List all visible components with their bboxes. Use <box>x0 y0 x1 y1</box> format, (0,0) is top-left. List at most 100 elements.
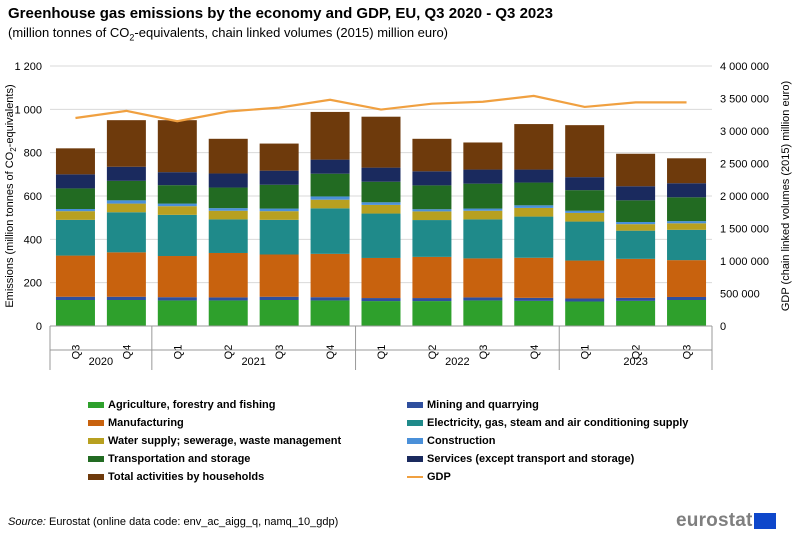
bar-segment <box>565 177 605 191</box>
legend-label: Mining and quarrying <box>427 399 539 412</box>
ylabel-left-suffix: -equivalents) <box>4 84 16 147</box>
legend-label: Manufacturing <box>108 417 184 430</box>
bar-segment <box>361 298 401 302</box>
bar-segment <box>106 252 146 297</box>
stacked-bars <box>55 111 707 326</box>
bar-segment <box>157 120 197 173</box>
bar-segment <box>106 203 146 213</box>
y-axis-right-label: GDP (chain linked volumes (2015) million… <box>780 81 792 311</box>
bar-segment <box>157 300 197 326</box>
bar-segment <box>55 209 95 212</box>
bar-segment <box>463 183 503 209</box>
gdp-line <box>75 94 687 123</box>
bar-segment <box>616 258 656 298</box>
bar-segment <box>616 224 656 231</box>
bar-segment <box>463 297 503 301</box>
bar-segment <box>565 298 605 302</box>
bar-segment <box>514 207 554 217</box>
bar-segment <box>55 296 95 300</box>
legend-label: Transportation and storage <box>108 453 251 466</box>
bar-segment <box>361 301 401 326</box>
subtitle-prefix: (million tonnes of CO <box>8 25 130 40</box>
bar-segment <box>310 253 350 298</box>
bar-segment <box>463 258 503 298</box>
bar-segment <box>565 125 605 178</box>
bar-segment <box>310 297 350 301</box>
bar-segment <box>565 260 605 299</box>
legend-item: GDP <box>407 471 451 485</box>
bar-segment <box>310 196 350 200</box>
year-label: 2020 <box>89 356 113 368</box>
bar-segment <box>463 300 503 326</box>
bar-segment <box>157 214 197 257</box>
y-right-tick-label: 500 000 <box>720 289 760 301</box>
bar-segment <box>667 197 707 222</box>
chart-canvas: 0 200 400 600 800 1 000 1 200 0 500 000 1 000 000… <box>4 61 792 370</box>
bar-segment <box>55 211 95 220</box>
legend-color-swatch <box>88 474 104 481</box>
legend-color-swatch <box>407 438 423 445</box>
bar-segment <box>514 182 554 206</box>
x-tick-label: Q4 <box>325 345 337 360</box>
gdp-line-group <box>75 94 687 123</box>
bar-segment <box>208 173 248 188</box>
bar-segment <box>361 181 401 203</box>
y-right-tick-label: 3 000 000 <box>720 126 769 138</box>
bar-segment <box>667 296 707 300</box>
bar-segment <box>361 202 401 205</box>
legend-item: Agriculture, forestry and fishing <box>88 399 275 413</box>
bar-segment <box>412 298 452 302</box>
bar-segment <box>412 138 452 172</box>
bar-segment <box>361 204 401 214</box>
source-text: Eurostat (online data code: env_ac_aigg_… <box>45 516 339 528</box>
y-right-tick-label: 1 500 000 <box>720 224 769 236</box>
y-left-tick-label: 1 200 <box>14 61 42 73</box>
bar-segment <box>259 219 299 255</box>
legend-color-swatch <box>88 402 104 409</box>
eu-flag-icon <box>754 513 776 529</box>
bar-segment <box>208 300 248 326</box>
subtitle-subscript: 2 <box>129 32 135 43</box>
bar-segment <box>106 296 146 300</box>
bar-segment <box>412 211 452 221</box>
bar-segment <box>514 205 554 208</box>
legend-label: Agriculture, forestry and fishing <box>108 399 276 412</box>
bar-segment <box>514 300 554 326</box>
bar-segment <box>106 212 146 253</box>
legend-color-swatch <box>407 402 423 409</box>
subtitle-suffix: -equivalents, chain linked volumes (2015… <box>134 25 449 40</box>
x-tick-label: Q3 <box>274 345 286 360</box>
bar-segment <box>667 221 707 224</box>
bar-segment <box>55 174 95 189</box>
x-tick-label: Q3 <box>70 345 82 360</box>
bar-segment <box>412 220 452 257</box>
bar-segment <box>157 206 197 215</box>
y-left-tick-label: 600 <box>24 191 42 203</box>
legend-label: Services (except transport and storage) <box>427 453 635 466</box>
bar-segment <box>310 159 350 174</box>
bar-segment <box>157 203 197 207</box>
bar-segment <box>310 300 350 326</box>
legend-label: Construction <box>427 435 496 448</box>
bar-segment <box>463 210 503 220</box>
bar-segment <box>310 111 350 160</box>
bar-segment <box>208 252 248 298</box>
bar-segment <box>514 257 554 298</box>
x-tick-label: Q4 <box>529 345 541 360</box>
legend-item: Total activities by households <box>88 471 264 485</box>
bar-segment <box>616 222 656 225</box>
bar-segment <box>106 300 146 326</box>
bar-segment <box>565 301 605 326</box>
chart-subtitle: (million tonnes of CO2-equivalents, chai… <box>8 25 448 43</box>
y-right-tick-label: 4 000 000 <box>720 61 769 73</box>
legend-color-swatch <box>407 420 423 427</box>
bar-segment <box>565 210 605 213</box>
y-axis-left-label: Emissions (million tonnes of CO2-equival… <box>4 84 18 307</box>
x-tick-label: Q1 <box>172 345 184 360</box>
bar-segment <box>565 190 605 211</box>
bar-segment <box>412 185 452 210</box>
bar-segment <box>667 260 707 297</box>
y-left-tick-label: 0 <box>36 321 42 333</box>
bar-segment <box>157 297 197 301</box>
bar-segment <box>55 148 95 175</box>
